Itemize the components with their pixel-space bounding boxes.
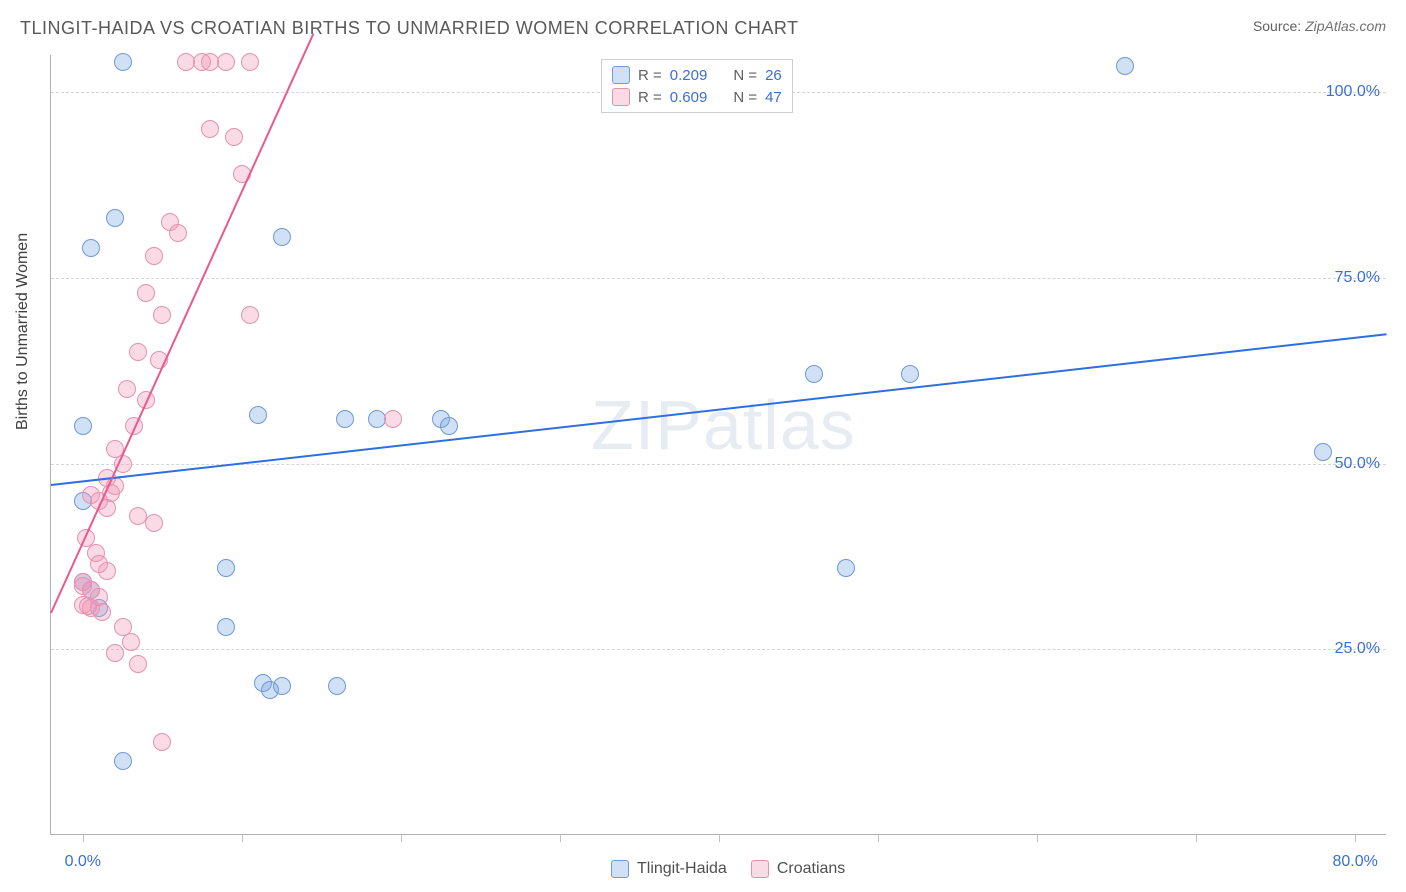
x-tick [242,834,243,842]
scatter-point [217,53,235,71]
stat-label: R = [638,89,662,106]
stat-label: N = [733,89,757,106]
x-tick [878,834,879,842]
scatter-point [241,306,259,324]
scatter-point [129,343,147,361]
scatter-point [145,247,163,265]
x-tick [401,834,402,842]
legend-item: Croatians [751,860,845,878]
scatter-point [122,633,140,651]
scatter-point [384,410,402,428]
y-tick-label: 25.0% [1335,640,1380,658]
gridline [51,649,1386,650]
scatter-point [1116,57,1134,75]
scatter-point [169,224,187,242]
scatter-point [114,752,132,770]
y-tick-label: 50.0% [1335,455,1380,473]
scatter-point [74,577,92,595]
scatter-point [145,514,163,532]
scatter-point [137,284,155,302]
legend-row: R = 0.209 N = 26 [612,64,782,86]
stat-label: N = [733,67,757,84]
x-tick [83,834,84,842]
scatter-point [225,128,243,146]
stat-label: R = [638,67,662,84]
scatter-point [106,209,124,227]
stat-value: 26 [765,67,782,84]
legend-label: Tlingit-Haida [637,860,727,878]
x-tick [1196,834,1197,842]
legend-swatch-icon [611,860,629,878]
legend-swatch-icon [751,860,769,878]
series-legend: Tlingit-Haida Croatians [611,860,845,878]
scatter-point [336,410,354,428]
scatter-point [273,228,291,246]
x-tick-label: 0.0% [65,853,101,871]
legend-row: R = 0.609 N = 47 [612,86,782,108]
chart-title: TLINGIT-HAIDA VS CROATIAN BIRTHS TO UNMA… [20,18,799,38]
y-tick-label: 75.0% [1335,269,1380,287]
stat-value: 0.609 [670,89,708,106]
scatter-point [440,417,458,435]
scatter-point [241,53,259,71]
gridline [51,278,1386,279]
gridline [51,464,1386,465]
legend-swatch-icon [612,66,630,84]
x-tick [1037,834,1038,842]
scatter-point [217,618,235,636]
scatter-point [129,655,147,673]
scatter-point [1314,443,1332,461]
scatter-point [106,644,124,662]
correlation-legend: R = 0.209 N = 26 R = 0.609 N = 47 [601,59,793,113]
legend-label: Croatians [777,860,845,878]
scatter-point [273,677,291,695]
scatter-plot-area: ZIPatlas 25.0%50.0%75.0%100.0%0.0%80.0%R… [50,55,1386,835]
scatter-point [217,559,235,577]
x-tick [560,834,561,842]
scatter-point [837,559,855,577]
scatter-point [74,417,92,435]
scatter-point [153,306,171,324]
scatter-point [328,677,346,695]
scatter-point [805,365,823,383]
scatter-point [901,365,919,383]
scatter-point [118,380,136,398]
scatter-point [90,555,108,573]
scatter-point [82,239,100,257]
source-attribution: Source: ZipAtlas.com [1253,18,1386,34]
scatter-point [249,406,267,424]
stat-value: 0.209 [670,67,708,84]
x-tick-label: 80.0% [1333,853,1378,871]
scatter-point [79,597,97,615]
scatter-point [201,120,219,138]
scatter-point [153,733,171,751]
legend-item: Tlingit-Haida [611,860,727,878]
stat-value: 47 [765,89,782,106]
scatter-point [114,53,132,71]
x-tick [1355,834,1356,842]
y-tick-label: 100.0% [1326,83,1380,101]
x-tick [719,834,720,842]
legend-swatch-icon [612,88,630,106]
trend-line [50,33,314,613]
y-axis-label: Births to Unmarried Women [14,233,32,430]
